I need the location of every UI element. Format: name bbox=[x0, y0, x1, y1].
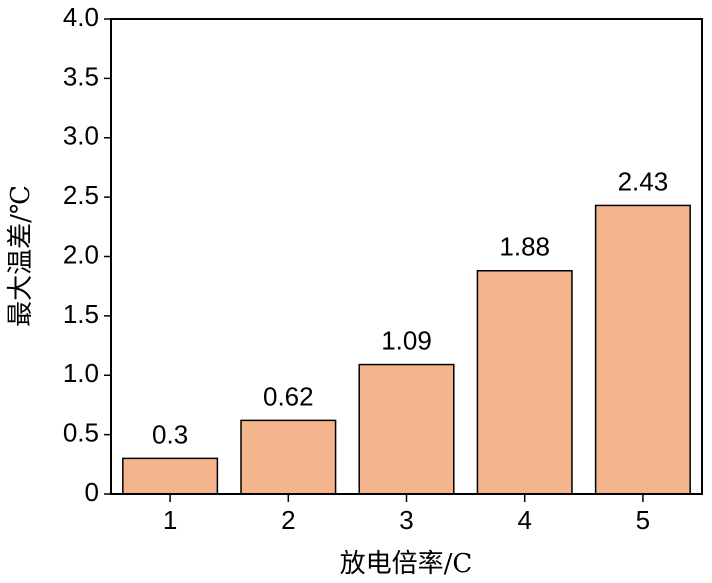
y-tick-label: 3.5 bbox=[63, 61, 99, 91]
x-tick-label: 5 bbox=[636, 505, 650, 535]
y-tick-label: 1.0 bbox=[63, 358, 99, 388]
data-label: 0.62 bbox=[263, 381, 314, 411]
y-tick-label: 4.0 bbox=[63, 2, 99, 32]
bar bbox=[240, 419, 337, 495]
data-label: 0.3 bbox=[152, 419, 188, 449]
x-tick-label: 1 bbox=[163, 505, 177, 535]
x-tick-label: 2 bbox=[281, 505, 295, 535]
y-tick-label: 1.5 bbox=[63, 299, 99, 329]
bar bbox=[122, 457, 219, 495]
data-label: 1.88 bbox=[499, 232, 550, 262]
bar bbox=[358, 363, 455, 495]
y-tick-label: 3.0 bbox=[63, 121, 99, 151]
y-tick-label: 0.5 bbox=[63, 418, 99, 448]
data-label: 1.09 bbox=[381, 325, 432, 355]
x-axis-label: 放电倍率/C bbox=[340, 549, 473, 579]
x-tick-label: 4 bbox=[517, 505, 531, 535]
y-tick-label: 0 bbox=[85, 477, 99, 507]
y-axis-label: 最大温差/℃ bbox=[6, 185, 36, 327]
x-tick-label: 3 bbox=[399, 505, 413, 535]
y-tick-label: 2.0 bbox=[63, 239, 99, 269]
bar bbox=[594, 204, 691, 495]
y-tick-label: 2.5 bbox=[63, 180, 99, 210]
bar bbox=[476, 270, 573, 495]
data-label: 2.43 bbox=[618, 166, 669, 196]
plot-frame bbox=[110, 18, 703, 495]
